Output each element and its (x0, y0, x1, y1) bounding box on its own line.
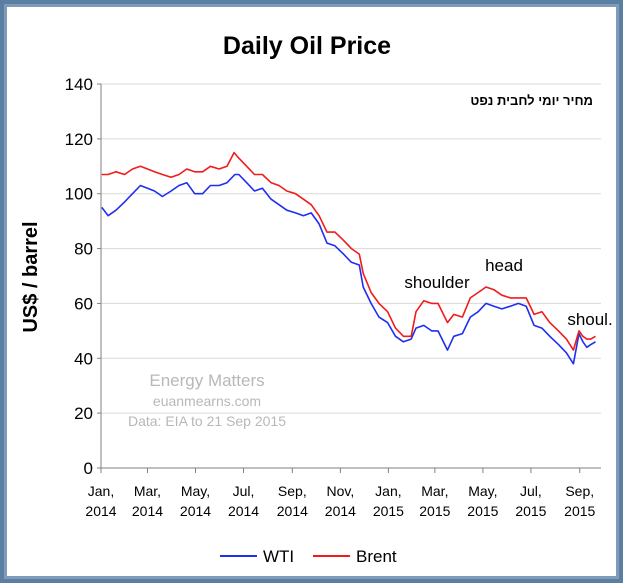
y-tick-label: 140 (65, 75, 93, 94)
watermark-line-2: euanmearns.com (153, 393, 261, 409)
y-tick-label: 0 (84, 459, 93, 478)
x-tick-label-line2: 2014 (132, 503, 163, 519)
legend: WTI Brent (220, 547, 397, 566)
x-tick-label-line2: 2014 (228, 503, 259, 519)
y-tick-label: 20 (74, 404, 93, 423)
legend-label-wti: WTI (263, 547, 294, 566)
series-line-brent (101, 151, 596, 351)
y-tick-label: 100 (65, 185, 93, 204)
chart-frame: 0 20 40 60 80 100 120 140 Jan, 2014 Mar, 2014 May, 2… (4, 4, 619, 579)
y-tick-label: 120 (65, 130, 93, 149)
x-tick-label-line2: 2014 (277, 503, 308, 519)
x-tick-label-line2: 2014 (325, 503, 356, 519)
watermark-line-3: Data: EIA to 21 Sep 2015 (128, 413, 286, 429)
watermark: Energy Matters euanmearns.com Data: EIA … (128, 371, 286, 429)
chart-title: Daily Oil Price (223, 32, 391, 60)
x-tick-label-line1: Mar, (421, 483, 448, 499)
y-tick-label: 40 (74, 349, 93, 368)
x-tick-label-line1: May, (468, 483, 497, 499)
chart-subtitle-hebrew: מחיר יומי לחבית נפט (470, 93, 593, 108)
x-tick-label-line2: 2015 (564, 503, 595, 519)
x-tick-label-line2: 2015 (515, 503, 546, 519)
series-lines (101, 151, 596, 365)
x-tick-label-line2: 2014 (180, 503, 211, 519)
y-axis-label: US$ / barrel (20, 221, 42, 332)
y-tick-labels: 0 20 40 60 80 100 120 140 (65, 75, 93, 478)
legend-label-brent: Brent (356, 547, 397, 566)
y-tick-label: 80 (74, 240, 93, 259)
x-tick-label-line2: 2014 (85, 503, 116, 519)
x-tick-label-line1: Sep, (565, 483, 594, 499)
plot-area (101, 84, 601, 468)
x-tick-label-line2: 2015 (467, 503, 498, 519)
x-tick-label-line2: 2015 (373, 503, 404, 519)
chart-svg: 0 20 40 60 80 100 120 140 Jan, 2014 Mar, 2014 May, 2… (20, 32, 613, 566)
x-tick-label-line1: Jan, (375, 483, 401, 499)
y-tick-label: 60 (74, 294, 93, 313)
gridlines (101, 83, 601, 414)
x-tick-label-line1: Jul, (233, 483, 255, 499)
annotation-shoulder: shoulder (404, 273, 470, 292)
x-tick-label-line1: Jul, (520, 483, 542, 499)
x-tick-label-line1: Sep, (278, 483, 307, 499)
annotation-head: head (485, 256, 523, 275)
x-tick-label-line1: May, (181, 483, 210, 499)
x-tick-label-line1: Jan, (88, 483, 114, 499)
series-line-wti (101, 173, 596, 365)
axes (97, 83, 601, 473)
annotation-shoul: shoul. (567, 310, 612, 329)
x-tick-label-line1: Mar, (134, 483, 161, 499)
x-tick-label-line2: 2015 (419, 503, 450, 519)
x-tick-label-line1: Nov, (326, 483, 354, 499)
watermark-line-1: Energy Matters (149, 371, 264, 390)
x-tick-labels: Jan, 2014 Mar, 2014 May, 2014 Jul, 2014 Sep, 2014… (85, 483, 595, 519)
